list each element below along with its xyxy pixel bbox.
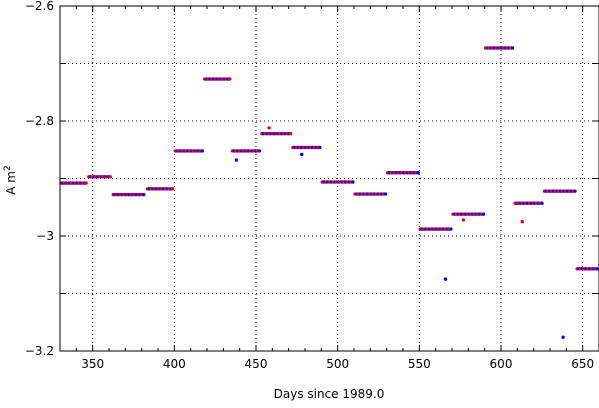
x-tick-label: 550 bbox=[408, 357, 431, 371]
data-point bbox=[351, 180, 355, 184]
data-point bbox=[228, 77, 232, 81]
y-tick-label: −3 bbox=[36, 229, 54, 243]
outlier-point bbox=[234, 158, 239, 162]
data-point bbox=[200, 149, 204, 153]
y-axis-label-group: A m2 bbox=[3, 165, 18, 194]
data-point bbox=[171, 187, 175, 191]
data-point bbox=[84, 181, 88, 185]
data-point bbox=[257, 149, 262, 153]
data-point bbox=[595, 267, 599, 271]
x-axis-label: Days since 1989.0 bbox=[274, 387, 385, 401]
data-point bbox=[108, 175, 113, 179]
x-tick-label: 400 bbox=[163, 357, 186, 371]
y-tick-label: −2.6 bbox=[25, 0, 54, 13]
data-point bbox=[449, 227, 453, 231]
data-point bbox=[142, 192, 146, 197]
y-axis-label: A m2 bbox=[3, 165, 18, 194]
data-point bbox=[573, 189, 577, 193]
outlier-point bbox=[461, 218, 466, 222]
y-axis-label-text: A m bbox=[4, 171, 18, 195]
data-point bbox=[318, 145, 322, 150]
outlier-point bbox=[267, 126, 271, 130]
outlier-point bbox=[443, 277, 448, 281]
y-tick-label: −2.8 bbox=[25, 114, 54, 128]
y-tick-label: −3.2 bbox=[25, 344, 54, 358]
axis-tick-labels: 350 400 450 500 550 600 650 −3.2 −3 −2.8 −2.6 bbox=[25, 0, 594, 371]
outlier-point bbox=[520, 219, 524, 224]
y-axis-label-superscript: 2 bbox=[3, 165, 13, 171]
data-points bbox=[59, 46, 599, 339]
data-point bbox=[288, 131, 293, 136]
data-point bbox=[481, 212, 486, 216]
x-tick-label: 500 bbox=[326, 357, 349, 371]
x-tick-label: 350 bbox=[81, 357, 104, 371]
outlier-point bbox=[300, 152, 304, 157]
data-point bbox=[540, 201, 544, 205]
x-tick-label: 650 bbox=[571, 357, 594, 371]
data-point bbox=[383, 192, 388, 196]
data-point bbox=[510, 46, 515, 50]
x-tick-label: 450 bbox=[245, 357, 268, 371]
data-point bbox=[416, 171, 420, 175]
axis-ticks bbox=[60, 5, 599, 352]
outlier-point bbox=[561, 335, 565, 339]
x-tick-label: 600 bbox=[490, 357, 513, 371]
grid-lines bbox=[60, 6, 599, 351]
